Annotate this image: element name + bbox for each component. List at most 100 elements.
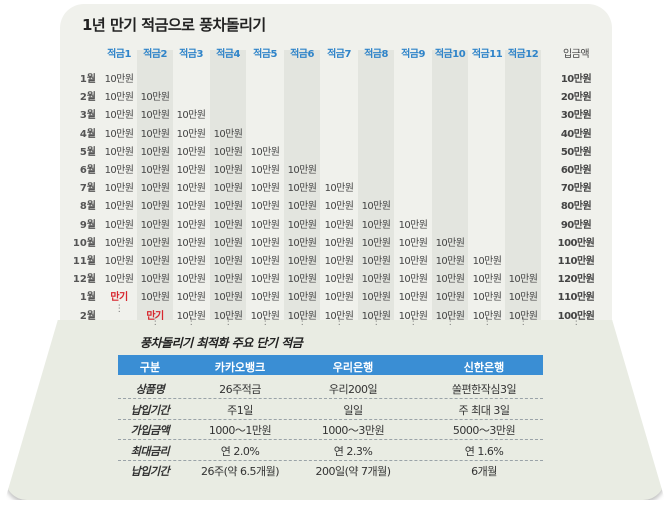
deposit-cell: 10만원 <box>398 256 428 267</box>
column-stripe <box>505 50 541 324</box>
month-label: 9월 <box>79 219 96 231</box>
product-cell: 6개월 <box>471 465 497 478</box>
deposit-cell: 10만원 <box>104 237 134 249</box>
deposit-cell: 10만원 <box>361 219 391 231</box>
continuation-dots: ⋮ <box>223 316 233 327</box>
deposit-cell: 10만원 <box>213 292 243 304</box>
column-header: 적금10 <box>434 49 466 60</box>
deposit-cell: 10만원 <box>324 310 354 322</box>
total-deposit-cell: 80만원 <box>560 201 592 213</box>
deposit-cell: 10만원 <box>176 128 206 140</box>
product-row-label: 납입기간 <box>130 465 170 478</box>
product-cell: 200일(약 7개월) <box>315 465 391 478</box>
month-label: 10월 <box>72 237 96 249</box>
product-row-label: 가입금액 <box>130 424 170 437</box>
product-table-header: 신한은행 <box>463 361 505 374</box>
deposit-cell: 10만원 <box>472 292 502 304</box>
deposit-cell: 10만원 <box>250 274 280 286</box>
continuation-dots: ⋮ <box>482 316 492 327</box>
product-cell: 쏠편한작심3일 <box>451 383 517 396</box>
deposit-cell: 10만원 <box>361 201 391 213</box>
deposit-cell: 10만원 <box>213 165 243 176</box>
deposit-cell: 10만원 <box>176 201 206 213</box>
total-deposit-cell: 110만원 <box>557 292 595 304</box>
row-divider <box>118 398 543 399</box>
product-cell: 우리200일 <box>328 383 378 396</box>
column-header: 적금2 <box>143 49 167 60</box>
total-deposit-cell: 50만원 <box>560 146 592 158</box>
column-header: 적금7 <box>327 49 351 60</box>
product-table-header: 카카오뱅크 <box>214 361 266 374</box>
product-cell: 1000～1만원 <box>208 424 272 437</box>
deposit-cell: 10만원 <box>213 310 243 322</box>
deposit-cell: 10만원 <box>176 256 206 267</box>
product-row-label: 납입기간 <box>130 403 170 417</box>
product-cell: 1000～3만원 <box>321 424 385 437</box>
deposit-cell: 10만원 <box>140 256 170 267</box>
continuation-dots: ⋮ <box>571 316 581 327</box>
column-header: 적금4 <box>216 49 240 60</box>
row-divider <box>118 439 543 440</box>
savings-ladder-card <box>60 4 612 324</box>
deposit-cell: 10만원 <box>213 146 243 158</box>
chart-title: 1년 만기 적금으로 풍차돌리기 <box>82 16 266 34</box>
deposit-cell: 10만원 <box>176 292 206 304</box>
continuation-dots: ⋮ <box>114 303 124 314</box>
deposit-cell: 10만원 <box>287 292 317 304</box>
deposit-cell: 10만원 <box>104 219 134 231</box>
column-header: 적금1 <box>107 49 131 60</box>
total-deposit-cell: 120만원 <box>557 274 595 286</box>
column-stripe <box>210 50 246 324</box>
continuation-dots: ⋮ <box>518 316 528 327</box>
deposit-cell: 10만원 <box>361 237 391 249</box>
deposit-cell: 10만원 <box>140 292 170 304</box>
deposit-cell: 10만원 <box>508 292 538 304</box>
deposit-cell: 10만원 <box>250 310 280 322</box>
month-label: 6월 <box>79 165 96 176</box>
deposit-cell: 10만원 <box>140 274 170 286</box>
deposit-cell: 10만원 <box>104 74 134 85</box>
deposit-cell: 10만원 <box>213 274 243 286</box>
row-divider <box>118 459 543 461</box>
deposit-cell: 10만원 <box>361 256 391 267</box>
deposit-cell: 10만원 <box>104 201 134 213</box>
deposit-cell: 10만원 <box>176 274 206 286</box>
deposit-cell: 10만원 <box>250 219 280 231</box>
deposit-cell: 10만원 <box>140 146 170 158</box>
product-table-card <box>5 320 665 500</box>
month-label: 1월 <box>79 74 96 85</box>
deposit-cell: 10만원 <box>361 274 391 286</box>
total-deposit-cell: 10만원 <box>560 74 592 85</box>
deposit-cell: 10만원 <box>472 274 502 286</box>
deposit-cell: 10만원 <box>140 201 170 213</box>
deposit-cell: 10만원 <box>287 274 317 286</box>
continuation-dots: ⋮ <box>150 316 160 327</box>
month-label: 12월 <box>72 274 96 286</box>
continuation-dots: ⋮ <box>445 316 455 327</box>
deposit-cell: 10만원 <box>250 165 280 176</box>
deposit-cell: 10만원 <box>140 110 170 122</box>
deposit-cell: 10만원 <box>324 219 354 231</box>
total-deposit-cell: 20만원 <box>560 92 592 104</box>
month-label: 8월 <box>79 201 96 213</box>
deposit-cell: 10만원 <box>398 237 428 249</box>
product-cell: 주1일 <box>227 403 253 417</box>
total-deposit-cell: 100만원 <box>557 310 595 322</box>
continuation-dots: ⋮ <box>408 316 418 327</box>
month-label: 5월 <box>79 146 96 158</box>
row-divider <box>118 418 543 420</box>
deposit-cell: 10만원 <box>140 237 170 249</box>
deposit-cell: 10만원 <box>361 310 391 322</box>
column-stripe <box>137 50 173 324</box>
deposit-cell: 10만원 <box>104 110 134 122</box>
total-deposit-cell: 60만원 <box>560 165 592 176</box>
total-deposit-cell: 30만원 <box>560 110 592 122</box>
deposit-cell: 10만원 <box>324 183 354 195</box>
deposit-cell: 10만원 <box>176 146 206 158</box>
month-label: 4월 <box>79 128 96 140</box>
product-cell: 연 2.3% <box>333 444 373 458</box>
column-header: 적금6 <box>290 49 314 60</box>
month-label: 3월 <box>79 110 96 122</box>
deposit-cell: 10만원 <box>176 219 206 231</box>
product-cell: 5000～3만원 <box>452 424 516 437</box>
